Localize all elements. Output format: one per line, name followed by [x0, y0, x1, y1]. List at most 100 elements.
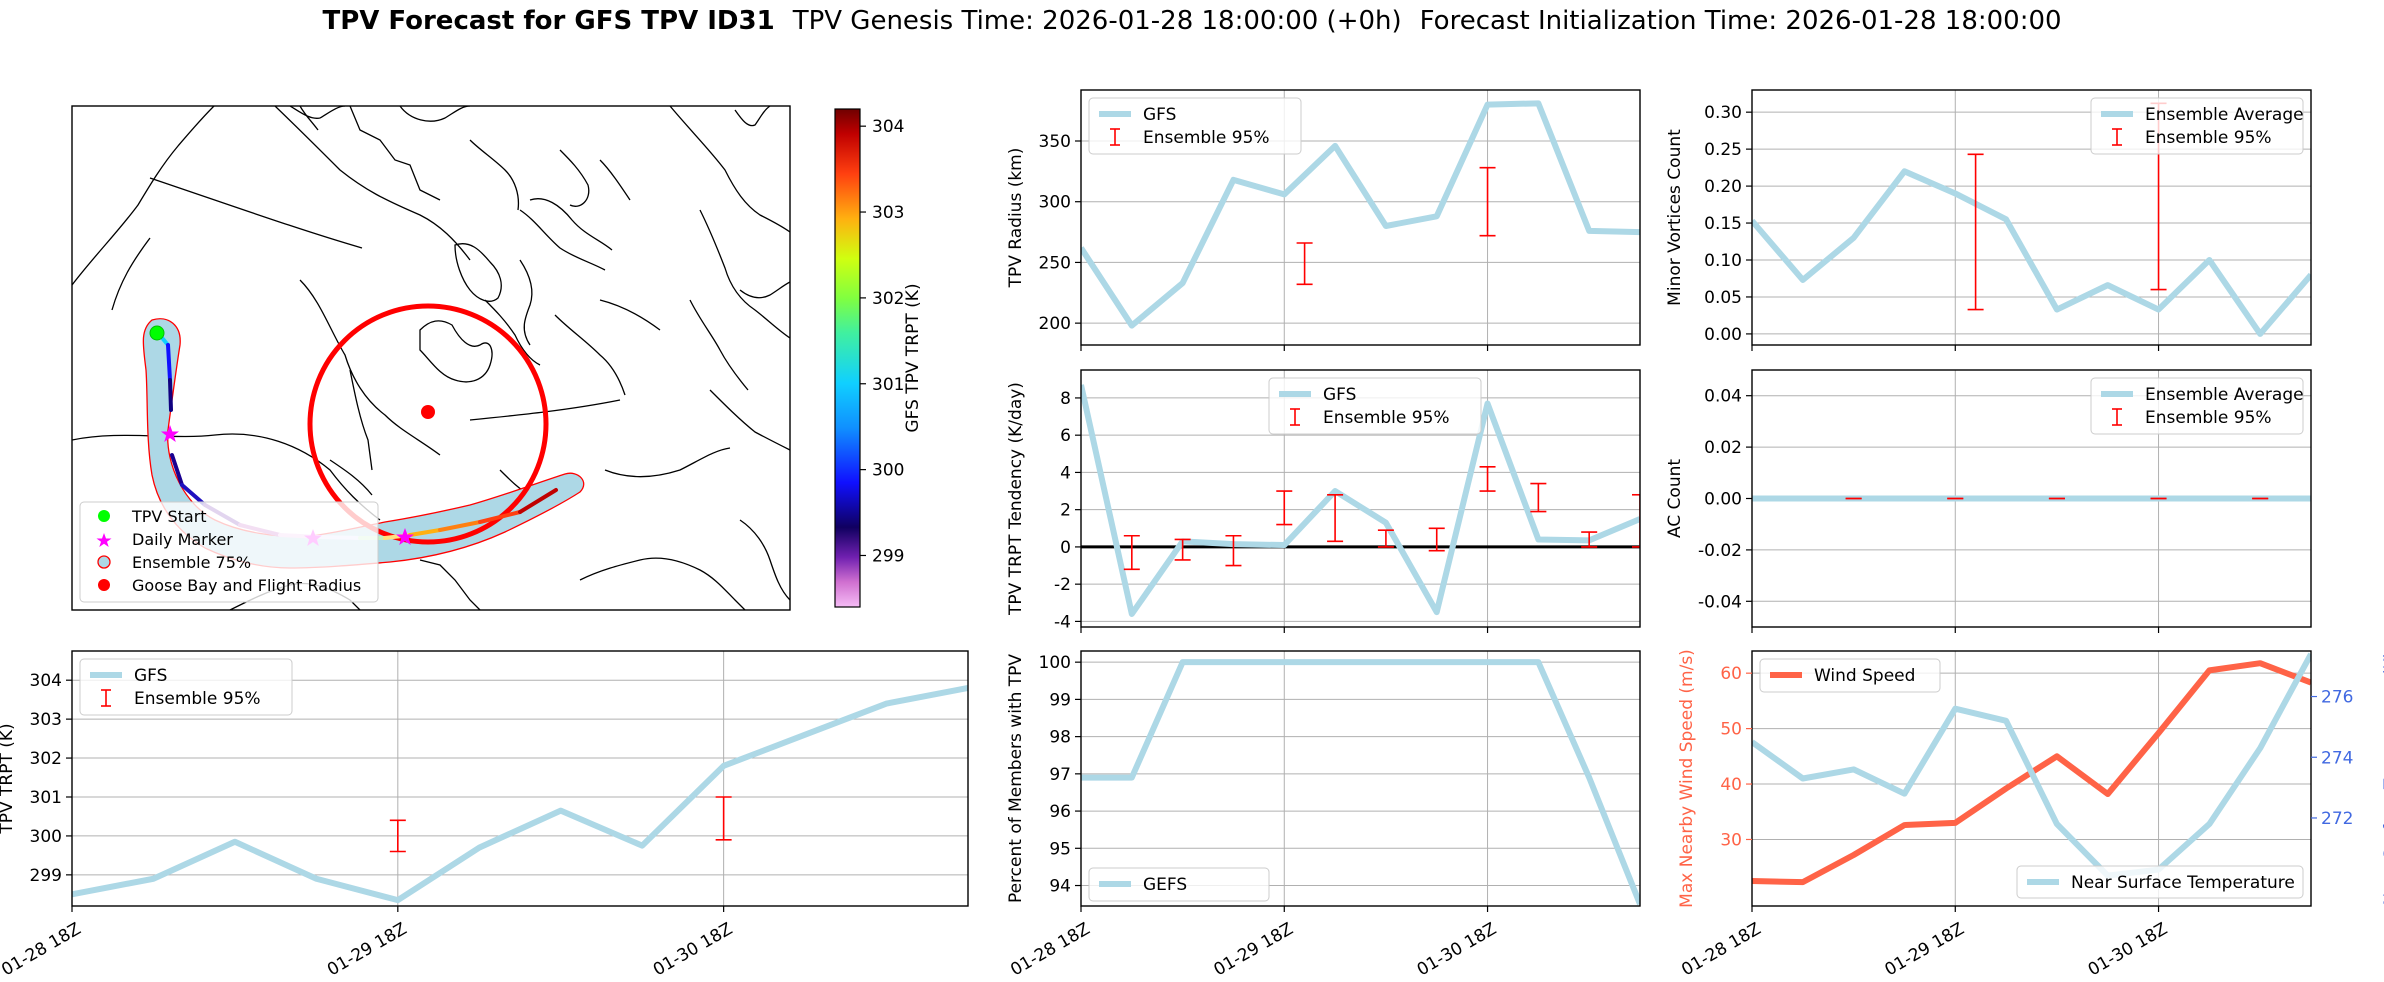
y-tick-label: 95	[1049, 839, 1071, 859]
y-tick-label: 350	[1039, 132, 1071, 152]
ac-count-panel: -0.04 -0.02 0.00 0.02 0.04 AC Count Ensemble A…	[1665, 369, 2312, 633]
y-tick-label: 0.25	[1704, 140, 1742, 160]
tpv-start-marker	[149, 325, 165, 341]
legend: Ensemble Average Ensemble 95%	[2090, 377, 2304, 435]
legend-label: GFS	[134, 666, 167, 686]
y-axis-label: TPV TRPT (K)	[0, 723, 17, 834]
panel-data	[1081, 100, 1640, 329]
x-tick-label: 01-29 18Z	[1881, 919, 1967, 980]
y2-tick-label: 272	[2321, 809, 2353, 829]
series-line-temperature	[1752, 652, 2311, 879]
series-line	[1081, 384, 1640, 617]
y-axis-label: Max Nearby Wind Speed (m/s)	[1677, 649, 1697, 908]
colorbar-tick-label: 303	[872, 203, 904, 223]
legend: GFS Ensemble 95%	[79, 658, 293, 716]
legend-label: GFS	[1323, 385, 1356, 405]
legend: GFS Ensemble 95%	[1088, 97, 1302, 155]
x-tick-label: 01-28 18Z	[0, 919, 85, 980]
legend-temperature: Near Surface Temperature	[2016, 865, 2304, 899]
legend-daily-marker-icon	[96, 533, 112, 547]
map-coastlines	[72, 106, 790, 610]
colorbar-label: GFS TPV TRPT (K)	[903, 283, 923, 432]
legend-box	[79, 658, 293, 716]
legend-label: Ensemble 95%	[2145, 128, 2272, 148]
y-tick-label: 50	[1720, 720, 1742, 740]
legend-box	[2016, 865, 2304, 899]
legend-label: Near Surface Temperature	[2071, 873, 2295, 893]
tendency-panel: -4 -2 0 2 4 6 8 TPV TRPT Tendency (K/day) GFS Ens…	[1006, 369, 1641, 633]
y-tick-label: 0.15	[1704, 214, 1742, 234]
y-axis-label: TPV TRPT Tendency (K/day)	[1006, 382, 1026, 616]
legend-label: Ensemble 95%	[1143, 128, 1270, 148]
panel-frame	[1080, 650, 1641, 907]
legend-box	[2090, 97, 2304, 155]
y-tick-label: 303	[30, 710, 62, 730]
y-axis-label: AC Count	[1665, 459, 1685, 538]
colorbar: 299 300 301 302 303 304 GFS TPV TRPT (K)	[834, 108, 923, 608]
minor-vortices-panel: 0.00 0.05 0.10 0.15 0.20 0.25 0.30 Minor Vortic…	[1665, 89, 2312, 351]
colorbar-gradient	[834, 108, 861, 608]
legend-tpv-start: TPV Start	[131, 507, 207, 526]
title-init: Forecast Initialization Time: 2026-01-28…	[1419, 6, 2062, 36]
y-tick-label: 0.05	[1704, 288, 1742, 308]
y2-tick-label: 274	[2321, 748, 2353, 768]
y-tick-label: -4	[1054, 612, 1071, 632]
legend: GEFS	[1088, 867, 1270, 902]
y2-axis-label: Near Surface Temperature (K)	[2381, 652, 2384, 906]
y-tick-label: 0.10	[1704, 251, 1742, 271]
x-tick-label: 01-30 18Z	[2085, 919, 2171, 980]
legend-label: GEFS	[1143, 875, 1187, 895]
series-line	[1081, 659, 1640, 906]
colorbar-tick-label: 299	[872, 546, 904, 566]
y-tick-label: 0.30	[1704, 103, 1742, 123]
y-tick-label: 0.04	[1704, 387, 1742, 407]
colorbar-tick-label: 304	[872, 117, 904, 137]
y-tick-label: 8	[1060, 389, 1071, 409]
map-legend: TPV Start Daily Marker Ensemble 75% Goos…	[79, 501, 379, 603]
legend-box	[1759, 658, 1941, 693]
y-tick-label: -0.04	[1698, 592, 1742, 612]
x-tick-label: 01-28 18Z	[1007, 919, 1093, 980]
y-tick-label: 301	[30, 788, 62, 808]
y-tick-label: 0.00	[1704, 490, 1742, 510]
legend-daily-marker: Daily Marker	[132, 530, 233, 549]
legend-goose-bay: Goose Bay and Flight Radius	[132, 576, 361, 595]
panel-frame	[71, 650, 969, 907]
panel-frame	[1751, 650, 2312, 907]
panel-frame	[1080, 369, 1641, 628]
y-tick-label: 299	[30, 866, 62, 886]
y-tick-label: 200	[1039, 314, 1071, 334]
y-tick-label: 0.02	[1704, 438, 1742, 458]
legend: Wind Speed	[1759, 658, 1941, 693]
colorbar-tick-label: 301	[872, 375, 904, 395]
wind-temperature-panel: 30 40 50 60 272 274 276 Near Surface Temperatur…	[1677, 649, 2384, 980]
colorbar-tick-label: 302	[872, 289, 904, 309]
panel-frame	[1080, 89, 1641, 346]
percent-members-panel: 94 95 96 97 98 99 100 01-28 18Z 01-29 18Z 01-30 1…	[1006, 650, 1641, 980]
panel-frame	[1751, 89, 2312, 346]
y-tick-label: 300	[1039, 193, 1071, 213]
y-axis-label: TPV Radius (km)	[1006, 148, 1026, 289]
panel-data	[72, 685, 968, 904]
x-tick-label: 01-30 18Z	[650, 919, 736, 980]
y-tick-label: -0.02	[1698, 541, 1742, 561]
legend-label: Wind Speed	[1814, 666, 1915, 686]
y-tick-label: 0.00	[1704, 325, 1742, 345]
y-tick-label: 6	[1060, 426, 1071, 446]
colorbar-tick-label: 300	[872, 461, 904, 481]
y-tick-label: 0	[1060, 538, 1071, 558]
series-line	[72, 685, 968, 904]
legend: Ensemble Average Ensemble 95%	[2090, 97, 2304, 155]
x-tick-label: 01-29 18Z	[324, 919, 410, 980]
panel-data	[1752, 652, 2311, 886]
legend-label: Ensemble Average	[2145, 105, 2304, 125]
legend-ensemble-75: Ensemble 75%	[132, 553, 251, 572]
x-tick-label: 01-29 18Z	[1210, 919, 1296, 980]
goose-bay-marker	[421, 405, 435, 419]
legend-label: Ensemble Average	[2145, 385, 2304, 405]
y-tick-label: 0.20	[1704, 177, 1742, 197]
daily-marker-3	[396, 528, 414, 545]
legend-goose-bay-icon	[98, 579, 110, 591]
y-tick-label: -2	[1054, 575, 1071, 595]
